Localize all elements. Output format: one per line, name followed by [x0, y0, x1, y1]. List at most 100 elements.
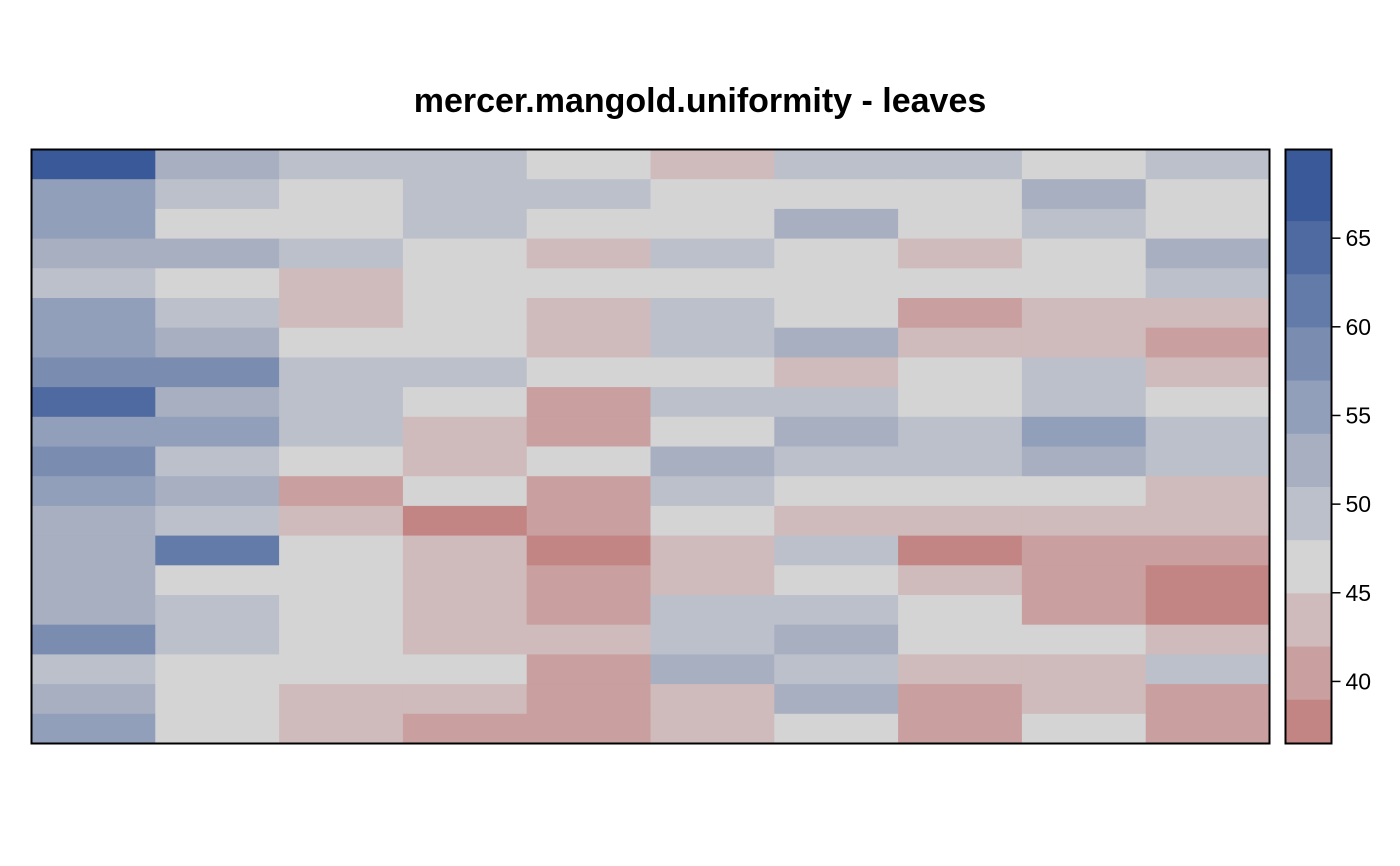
- heatmap-cell: [774, 327, 899, 358]
- heatmap-cell: [650, 476, 775, 507]
- heatmap-cell: [1021, 387, 1147, 418]
- heatmap-cell: [1021, 476, 1147, 507]
- heatmap-cell: [1145, 446, 1271, 477]
- heatmap-cell: [774, 595, 899, 626]
- heatmap-cell: [898, 654, 1023, 685]
- heatmap-cell: [155, 654, 280, 685]
- heatmap-cell: [155, 238, 280, 269]
- heatmap-cell: [774, 476, 899, 507]
- heatmap-cell: [774, 298, 899, 329]
- heatmap-cell: [402, 624, 528, 655]
- heatmap-cell: [898, 208, 1023, 240]
- heatmap-cell: [526, 624, 652, 655]
- heatmap-cell: [279, 595, 404, 626]
- heatmap-cell: [402, 684, 528, 715]
- colorbar-bin: [1285, 273, 1332, 328]
- heatmap-cell: [31, 535, 156, 566]
- colorbar-tick-label: 60: [1346, 314, 1372, 340]
- colorbar-tick-label: 45: [1346, 580, 1372, 606]
- heatmap-cell: [1145, 505, 1271, 537]
- heatmap-cell: [1021, 505, 1147, 537]
- heatmap-cell: [279, 713, 404, 745]
- heatmap-cell: [1145, 535, 1271, 566]
- colorbar-bin: [1285, 326, 1332, 381]
- heatmap-cell: [1145, 565, 1271, 596]
- heatmap-cell: [31, 565, 156, 596]
- heatmap-cell: [155, 298, 280, 329]
- colorbar-ticks: 40 45 50 55 60 65: [1331, 225, 1372, 694]
- heatmap-cell: [31, 179, 156, 210]
- heatmap-cell: [31, 713, 156, 745]
- colorbar-bin: [1285, 486, 1332, 541]
- chart-title: mercer.mangold.uniformity - leaves: [413, 82, 987, 120]
- colorbar-tick-label: 65: [1346, 225, 1372, 251]
- heatmap-cell: [526, 149, 652, 180]
- heatmap-cell: [279, 327, 404, 358]
- heatmap-cell: [650, 179, 775, 210]
- heatmap-cell: [526, 238, 652, 269]
- heatmap-cell: [650, 298, 775, 329]
- heatmap-cell: [526, 416, 652, 448]
- heatmap-cell: [31, 505, 156, 537]
- colorbar-bin: [1285, 149, 1332, 222]
- colorbar-bin: [1285, 699, 1332, 745]
- heatmap-cells: [31, 149, 1271, 745]
- heatmap-cell: [1145, 238, 1271, 269]
- plot-frame: [30, 148, 1271, 745]
- heatmap-cell: [402, 268, 528, 299]
- heatmap-cell: [526, 535, 652, 566]
- heatmap-cell: [650, 684, 775, 715]
- heatmap-cell: [526, 179, 652, 210]
- heatmap-cell: [279, 268, 404, 299]
- heatmap-cell: [774, 179, 899, 210]
- heatmap-cell: [155, 565, 280, 596]
- heatmap-cell: [1145, 624, 1271, 655]
- heatmap-cell: [1021, 624, 1147, 655]
- heatmap-cell: [526, 595, 652, 626]
- heatmap-cell: [650, 416, 775, 448]
- heatmap-cell: [155, 208, 280, 240]
- heatmap-cell: [1145, 476, 1271, 507]
- heatmap-cell: [155, 505, 280, 537]
- heatmap-cell: [898, 416, 1023, 448]
- heatmap-cell: [1145, 149, 1271, 180]
- heatmap-cell: [1145, 654, 1271, 685]
- heatmap-cell: [155, 476, 280, 507]
- heatmap-cell: [650, 624, 775, 655]
- heatmap-cell: [650, 357, 775, 388]
- heatmap-cell: [402, 179, 528, 210]
- heatmap-cell: [650, 535, 775, 566]
- heatmap-cell: [526, 387, 652, 418]
- heatmap-cell: [279, 416, 404, 448]
- colorbar-bin: [1285, 433, 1332, 487]
- heatmap-cell: [1021, 416, 1147, 448]
- heatmap-cell: [1021, 357, 1147, 388]
- heatmap-cell: [774, 684, 899, 715]
- heatmap-cell: [1145, 327, 1271, 358]
- heatmap-cell: [155, 713, 280, 745]
- heatmap-cell: [31, 387, 156, 418]
- heatmap-cell: [526, 713, 652, 745]
- heatmap-cell: [155, 268, 280, 299]
- heatmap-cell: [279, 684, 404, 715]
- heatmap-cell: [1145, 357, 1271, 388]
- heatmap-cell: [774, 238, 899, 269]
- heatmap-cell: [31, 327, 156, 358]
- heatmap-cell: [402, 654, 528, 685]
- heatmap-cell: [402, 595, 528, 626]
- heatmap-cell: [1021, 298, 1147, 329]
- colorbar-tick-label: 55: [1346, 402, 1372, 428]
- heatmap-cell: [526, 298, 652, 329]
- heatmap-cell: [31, 654, 156, 685]
- heatmap-cell: [155, 179, 280, 210]
- colorbar-frame: [1284, 148, 1333, 745]
- heatmap-cell: [1145, 684, 1271, 715]
- heatmap-cell: [402, 149, 528, 180]
- heatmap-cell: [402, 446, 528, 477]
- colorbar-bin: [1285, 592, 1332, 647]
- heatmap-cell: [898, 327, 1023, 358]
- heatmap-cell: [526, 565, 652, 596]
- heatmap-cell: [402, 357, 528, 388]
- heatmap-cell: [774, 654, 899, 685]
